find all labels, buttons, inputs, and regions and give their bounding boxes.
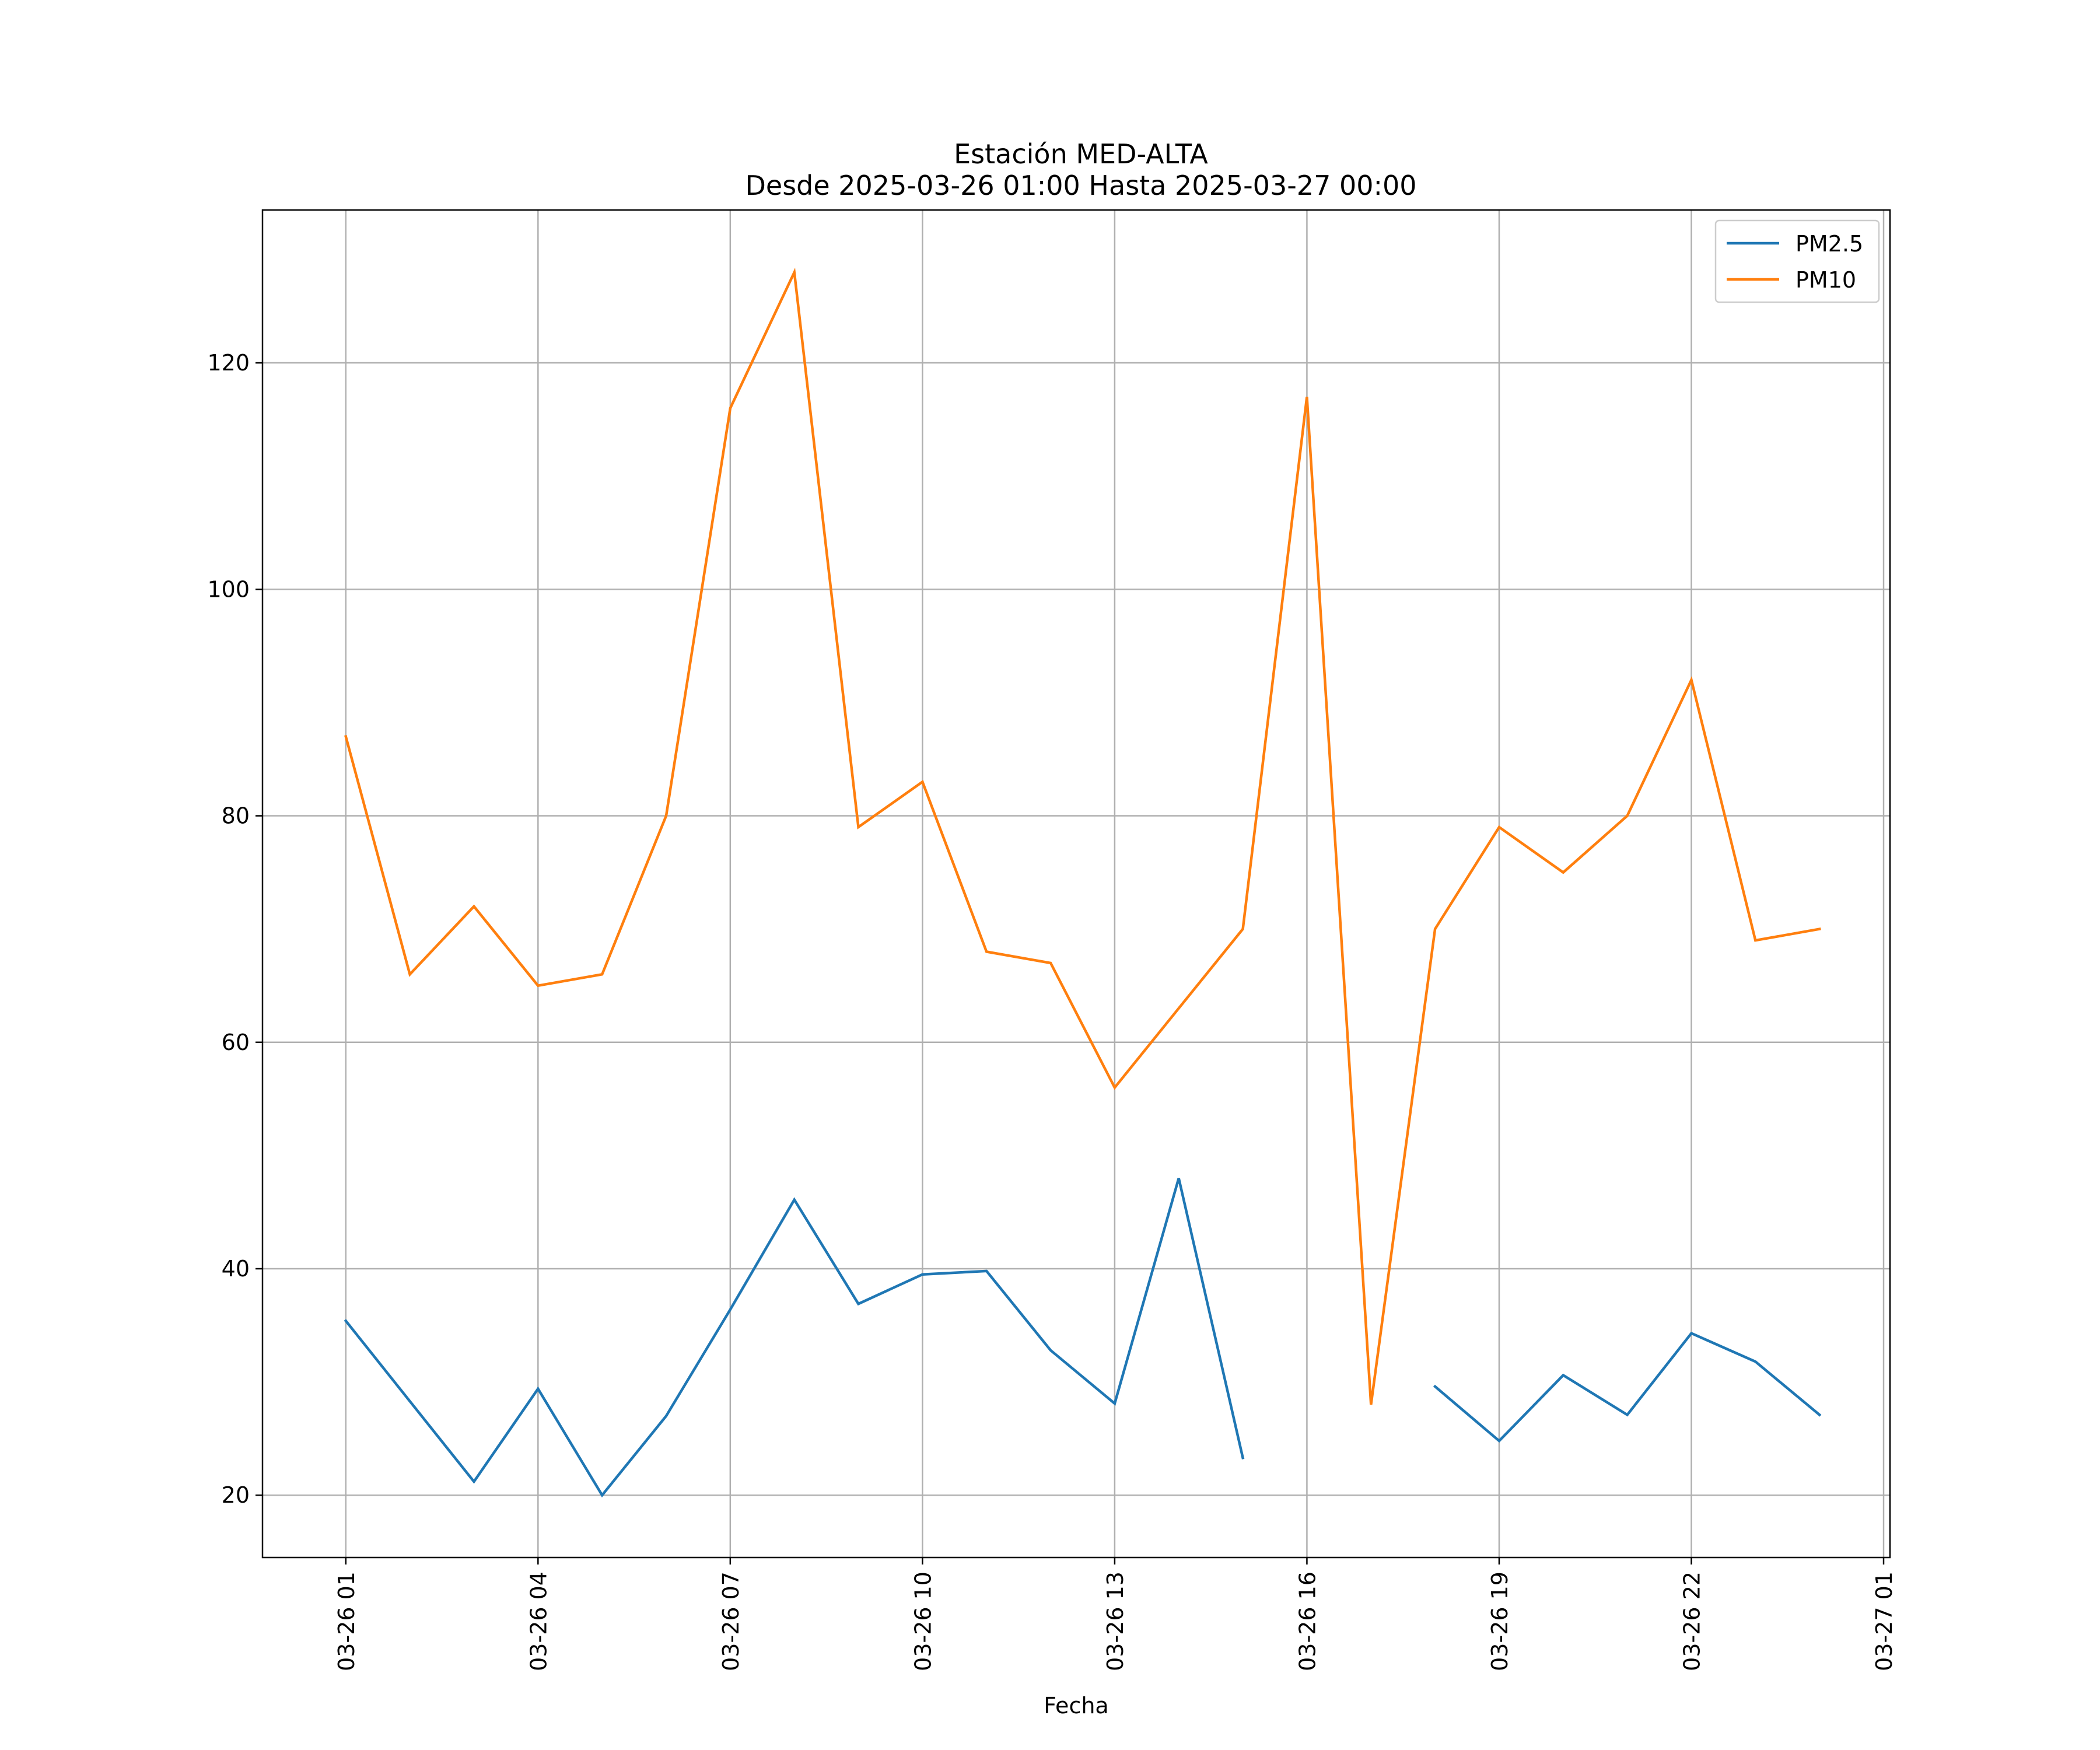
x-axis-label: Fecha <box>1044 1693 1108 1718</box>
x-tick-label: 03-26 04 <box>526 1572 551 1671</box>
grid <box>262 210 1890 1558</box>
legend-label-pm25: PM2.5 <box>1796 231 1863 257</box>
y-tick-label: 80 <box>222 803 250 829</box>
y-axis-ticks: 20 40 60 80 100 120 <box>207 350 262 1508</box>
y-tick-label: 60 <box>222 1030 250 1055</box>
x-tick-label: 03-26 13 <box>1102 1572 1128 1671</box>
y-tick-label: 100 <box>207 576 250 602</box>
x-tick-label: 03-26 16 <box>1294 1572 1320 1671</box>
x-tick-label: 03-27 01 <box>1871 1572 1897 1671</box>
y-tick-label: 20 <box>222 1482 250 1508</box>
series-lines <box>344 267 1822 1498</box>
x-tick-label: 03-26 22 <box>1679 1572 1704 1671</box>
x-tick-label: 03-26 01 <box>334 1572 359 1671</box>
legend-box <box>1714 219 1880 303</box>
y-tick-label: 40 <box>222 1256 250 1282</box>
x-tick-label: 03-26 19 <box>1487 1572 1513 1671</box>
series-line-pm10 <box>344 267 1821 1405</box>
x-axis-ticks: 03-26 01 03-26 04 03-26 07 03-26 10 03-26 13… <box>334 1558 1897 1671</box>
y-tick-label: 120 <box>207 350 250 376</box>
x-tick-label: 03-26 10 <box>910 1572 936 1671</box>
x-tick-label: 03-26 07 <box>718 1572 744 1671</box>
series-line-pm25 <box>344 1178 1822 1498</box>
chart-title: Estación MED-ALTA <box>954 138 1208 170</box>
legend-label-pm10: PM10 <box>1796 267 1856 293</box>
plot-area-frame <box>261 209 1891 1559</box>
legend: PM2.5 PM10 <box>1714 219 1880 303</box>
chart-subtitle: Desde 2025-03-26 01:00 Hasta 2025-03-27 … <box>745 170 1416 201</box>
